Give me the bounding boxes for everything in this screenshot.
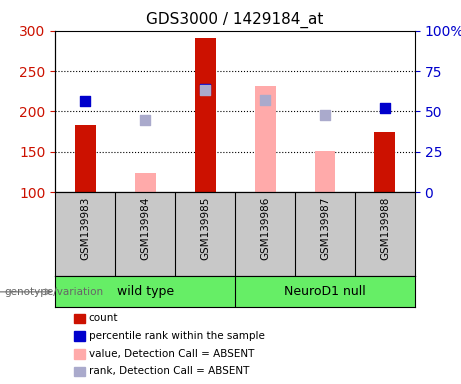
Point <box>321 111 329 118</box>
Text: percentile rank within the sample: percentile rank within the sample <box>89 331 265 341</box>
Text: genotype/variation: genotype/variation <box>5 287 104 297</box>
Text: wild type: wild type <box>117 285 174 298</box>
Point <box>381 105 389 111</box>
Bar <box>254 86 276 192</box>
Bar <box>195 38 216 192</box>
Text: GSM139986: GSM139986 <box>260 196 270 260</box>
Point <box>201 87 209 93</box>
Text: GSM139988: GSM139988 <box>380 196 390 260</box>
Point <box>82 98 89 104</box>
Text: rank, Detection Call = ABSENT: rank, Detection Call = ABSENT <box>89 366 249 376</box>
Bar <box>374 131 396 192</box>
Text: GSM139985: GSM139985 <box>200 196 210 260</box>
Point <box>261 97 269 103</box>
Bar <box>135 174 156 192</box>
Title: GDS3000 / 1429184_at: GDS3000 / 1429184_at <box>147 12 324 28</box>
Bar <box>314 151 336 192</box>
Text: GSM139987: GSM139987 <box>320 196 330 260</box>
Text: GSM139983: GSM139983 <box>80 196 90 260</box>
Point <box>142 117 149 123</box>
Point <box>201 86 209 92</box>
Text: GSM139984: GSM139984 <box>140 196 150 260</box>
Text: count: count <box>89 313 118 323</box>
Bar <box>75 125 96 192</box>
Text: NeuroD1 null: NeuroD1 null <box>284 285 366 298</box>
Text: value, Detection Call = ABSENT: value, Detection Call = ABSENT <box>89 349 254 359</box>
